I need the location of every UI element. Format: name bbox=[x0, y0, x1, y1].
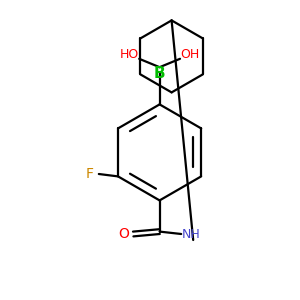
Text: B: B bbox=[154, 66, 165, 81]
Text: HO: HO bbox=[120, 47, 139, 61]
Text: NH: NH bbox=[182, 227, 200, 241]
Text: OH: OH bbox=[180, 47, 199, 61]
Text: O: O bbox=[118, 227, 129, 241]
Text: F: F bbox=[85, 167, 93, 181]
